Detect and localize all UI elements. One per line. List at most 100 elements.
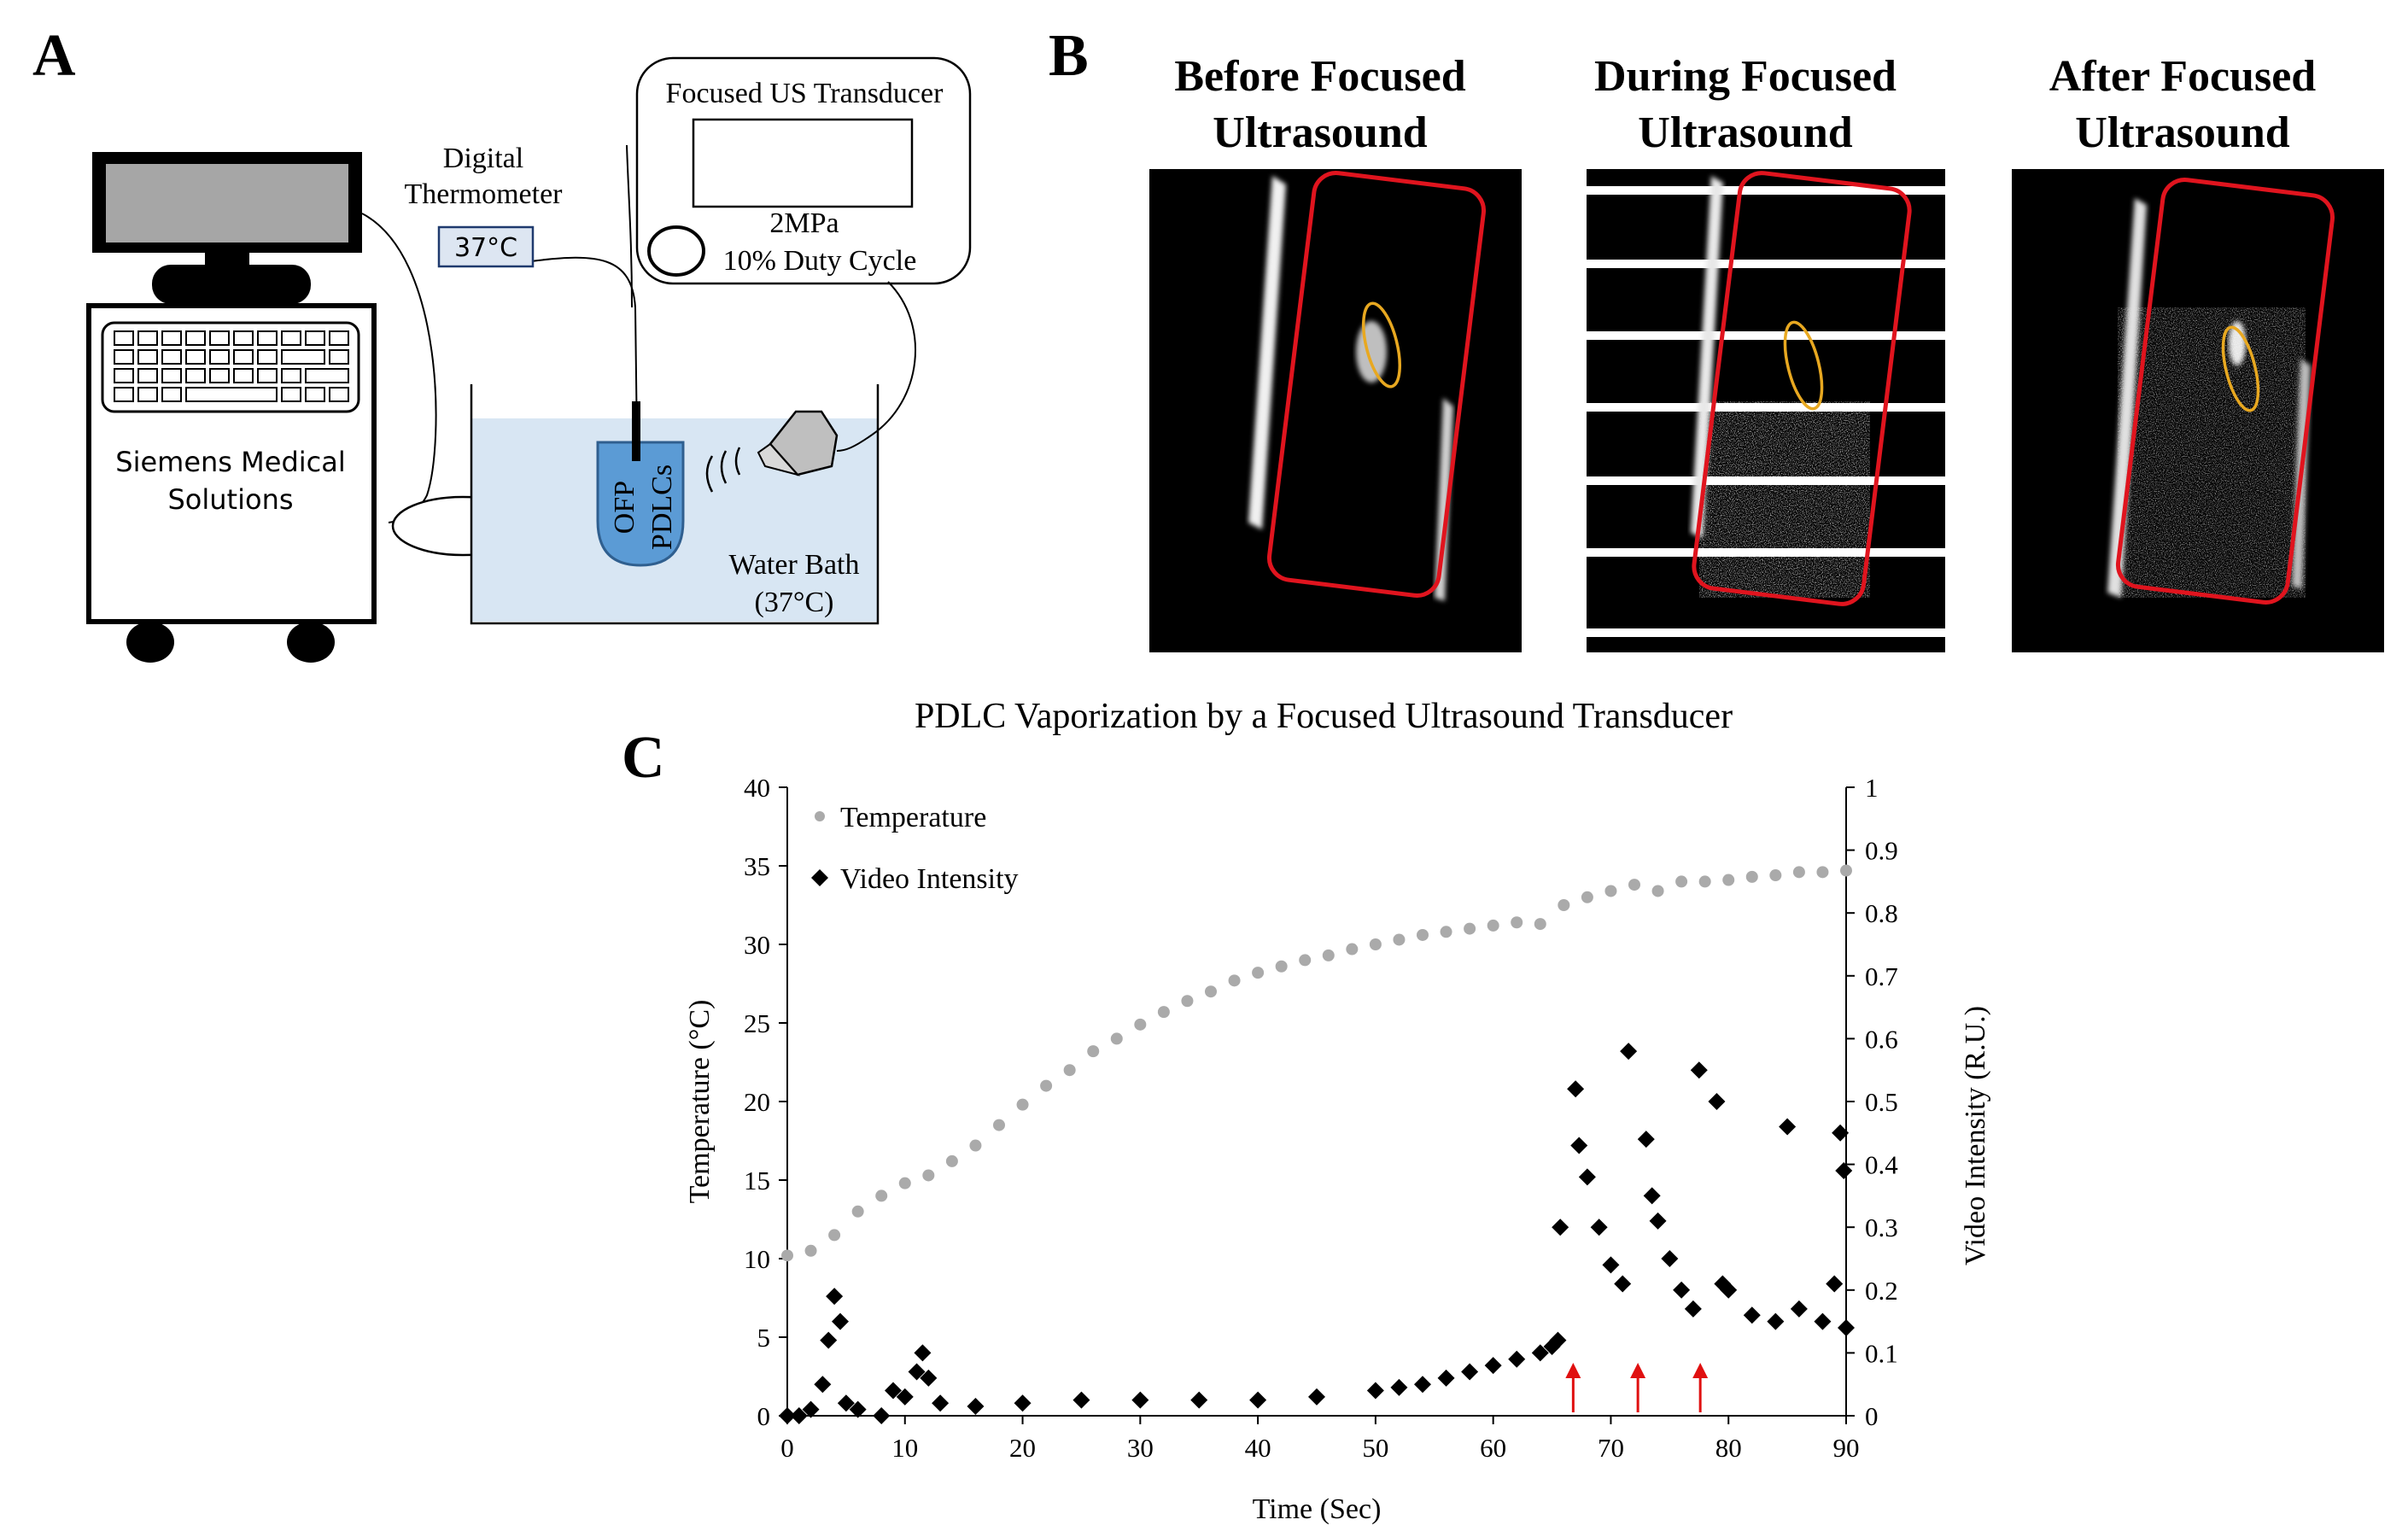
digital-thermometer: Digital Thermometer 37°C	[404, 143, 563, 268]
y-tick-label: 0	[757, 1401, 771, 1431]
temperature-point	[1581, 891, 1593, 903]
temperature-point	[1511, 916, 1523, 929]
y-tick-label: 15	[744, 1166, 770, 1195]
bath-walls	[470, 384, 880, 625]
temperature-point	[1322, 949, 1335, 961]
y2-tick-label: 0.8	[1865, 898, 1898, 928]
video-intensity-point	[1567, 1080, 1585, 1098]
temperature-point	[1252, 967, 1265, 979]
x-tick-label: 90	[1833, 1433, 1860, 1463]
image-before-frame	[1149, 169, 1522, 652]
temperature-point	[1628, 879, 1640, 891]
image-before-title-line1: Before Focused	[1174, 52, 1465, 101]
y2-tick-label: 0.1	[1865, 1338, 1898, 1368]
temperature-point	[804, 1244, 817, 1257]
temperature-point	[1487, 919, 1499, 932]
y-axis-label: Temperature (°C)	[684, 1000, 716, 1204]
video-intensity-point	[1720, 1281, 1738, 1299]
computer-label-line1: Siemens Medical	[115, 446, 345, 478]
video-intensity-point	[885, 1382, 902, 1400]
video-intensity-point	[779, 1407, 796, 1424]
x-axis-label: Time (Sec)	[1253, 1493, 1382, 1525]
temperature-point	[1346, 943, 1359, 956]
y2-tick-label: 1	[1865, 773, 1879, 803]
marker-ellipse-before	[1362, 301, 1401, 389]
video-intensity-point	[1461, 1363, 1479, 1381]
y2-tick-label: 0.2	[1865, 1276, 1898, 1306]
y2-tick-label: 0.7	[1865, 961, 1898, 991]
temperature-point	[828, 1229, 841, 1242]
temperature-point	[1651, 885, 1664, 897]
temperature-point	[1299, 954, 1312, 967]
temperature-series	[781, 864, 1852, 1262]
x-tick-label: 60	[1480, 1433, 1506, 1463]
image-before-title-line2: Ultrasound	[1213, 108, 1427, 157]
video-intensity-point	[802, 1400, 820, 1418]
x-tick-label: 0	[780, 1433, 794, 1463]
ultrasound-computer: Siemens Medical Solutions	[86, 152, 377, 663]
tube-wall-right	[1435, 398, 1453, 601]
pulse-arrow-head	[1630, 1363, 1646, 1378]
image-after-title-line1: After Focused	[2049, 52, 2316, 101]
x-tick-label: 30	[1127, 1433, 1154, 1463]
temperature-point	[1205, 985, 1217, 998]
temperature-point	[1157, 1006, 1170, 1019]
temperature-point	[1417, 928, 1429, 941]
x-tick-group: 0 10 20 30 40 50 60 70 80 90	[780, 1416, 1860, 1463]
y2-tick-label: 0	[1865, 1401, 1879, 1431]
temperature-point	[1558, 899, 1570, 911]
y2-tick-label: 0.3	[1865, 1213, 1898, 1242]
video-intensity-point	[849, 1400, 867, 1418]
video-intensity-point	[967, 1397, 985, 1415]
roi-box-during	[1692, 171, 1912, 606]
temperature-point	[1110, 1032, 1123, 1045]
video-intensity-point	[1570, 1137, 1588, 1154]
video-intensity-point	[1014, 1394, 1032, 1412]
temperature-point	[1393, 933, 1406, 946]
video-intensity-point	[820, 1331, 838, 1349]
chart-plot-area: 0 10 20 30 40 50 60 70 80 90 0 5 10 15 20 25 30 35 40 0 0.…	[684, 773, 1991, 1525]
x-tick-label: 50	[1362, 1433, 1388, 1463]
temperature-point	[1464, 922, 1476, 935]
pulse-arrow-head	[1692, 1363, 1709, 1378]
temperature-point	[1816, 866, 1829, 879]
thermometer-display	[437, 225, 535, 268]
panel-c-letter: C	[622, 725, 665, 791]
thermometer-title-line1: Digital	[443, 143, 523, 174]
y2-tick-label: 0.6	[1865, 1024, 1898, 1054]
temperature-point	[1016, 1098, 1029, 1111]
temperature-point	[1840, 864, 1852, 877]
legend-temperature-label: Temperature	[840, 802, 986, 833]
temperature-point	[851, 1205, 864, 1218]
temperature-point	[1181, 995, 1194, 1008]
legend-temperature-marker	[815, 811, 825, 821]
interference-lines	[1587, 186, 1945, 637]
temperature-point	[1745, 870, 1758, 883]
transducer-cable	[836, 281, 917, 452]
video-intensity-point	[1661, 1250, 1679, 1267]
y2-axis-label: Video Intensity (R.U.)	[1960, 1006, 1991, 1265]
video-intensity-point	[1826, 1275, 1844, 1293]
controller-screen	[692, 118, 914, 208]
video-intensity-point	[1508, 1350, 1526, 1368]
chart-title: PDLC Vaporization by a Focused Ultrasoun…	[915, 697, 1733, 736]
x-tick-label: 10	[891, 1433, 918, 1463]
x-tick-label: 80	[1715, 1433, 1742, 1463]
video-intensity-point	[832, 1312, 849, 1330]
video-intensity-point	[1838, 1318, 1855, 1336]
video-intensity-point	[873, 1407, 891, 1424]
us-image-before: Before Focused Ultrasound	[1149, 52, 1522, 652]
temperature-point	[1440, 926, 1452, 938]
controller-knob	[647, 225, 705, 277]
video-intensity-point	[1832, 1124, 1850, 1142]
video-intensity-point	[914, 1344, 932, 1362]
video-intensity-point	[1531, 1344, 1549, 1362]
y-tick-label: 35	[744, 851, 770, 881]
thermocouple-tip	[632, 401, 640, 461]
temperature-point	[1604, 885, 1617, 897]
temperature-point	[1675, 875, 1688, 888]
y2-tick-label: 0.5	[1865, 1087, 1898, 1117]
thermometer-title-line2: Thermometer	[404, 178, 563, 210]
temperature-point	[969, 1139, 982, 1152]
